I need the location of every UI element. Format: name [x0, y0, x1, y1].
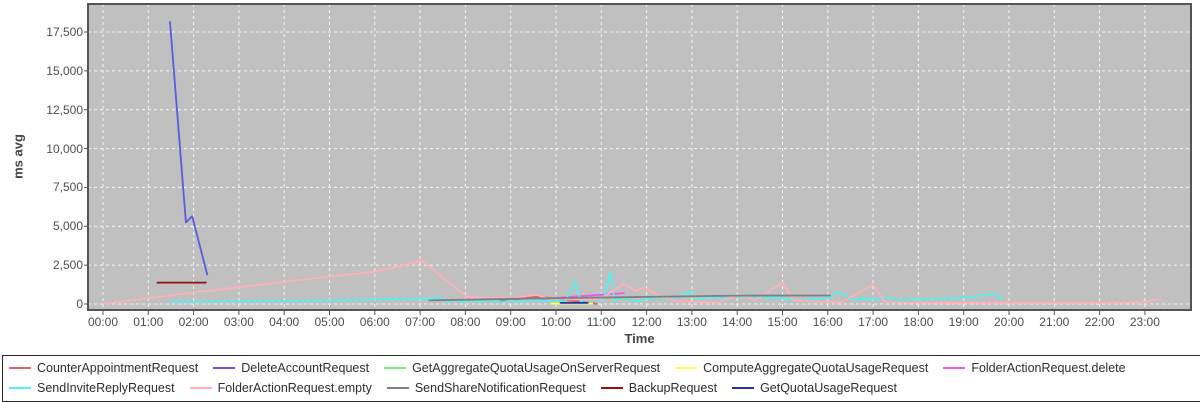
plot-canvas — [84, 3, 1192, 315]
legend-label: CounterAppointmentRequest — [37, 361, 199, 375]
series-line-FolderActionRequest.empty — [104, 259, 1162, 305]
chart-area: ms avg Time 0 2,500 5,000 7,500 10,000 12,500… — [11, 3, 1192, 346]
series-line-SendShareNotificationRequest — [428, 294, 831, 302]
legend-label: DeleteAccountRequest — [241, 361, 370, 375]
legend-label: SendInviteReplyRequest — [37, 381, 175, 395]
legend-item-SendShareNotificationRequest: SendShareNotificationRequest — [386, 381, 586, 395]
legend-label: SendShareNotificationRequest — [414, 381, 586, 395]
legend-swatch-icon — [9, 387, 31, 389]
legend-item-GetQuotaUsageRequest: GetQuotaUsageRequest — [732, 381, 897, 395]
legend-item-BackupRequest: BackupRequest — [600, 381, 718, 395]
legend-swatch-icon — [675, 367, 698, 369]
legend-item-CounterAppointmentRequest: CounterAppointmentRequest — [9, 361, 198, 375]
legend-swatch-icon — [9, 367, 31, 369]
legend-label: ComputeAggregateQuotaUsageRequest — [703, 361, 929, 375]
legend-label: GetAggregateQuotaUsageOnServerRequest — [412, 361, 661, 375]
plot-area — [88, 4, 1191, 310]
series-line-SendInviteReplyRequest — [169, 271, 1004, 304]
legend: CounterAppointmentRequest DeleteAccountRe… — [2, 355, 1200, 402]
legend-row: SendInviteReplyRequest FolderActionReques… — [9, 378, 1200, 398]
legend-label: FolderActionRequest.delete — [971, 361, 1126, 375]
legend-row: CounterAppointmentRequest DeleteAccountRe… — [9, 358, 1200, 378]
legend-label: GetQuotaUsageRequest — [760, 381, 897, 395]
legend-item-ComputeAggregateQuotaUsageRequest: ComputeAggregateQuotaUsageRequest — [675, 361, 928, 375]
legend-item-DeleteAccountRequest: DeleteAccountRequest — [213, 361, 369, 375]
legend-item-FolderActionRequest.delete: FolderActionRequest.delete — [943, 361, 1126, 375]
legend-item-GetAggregateQuotaUsageOnServerRequest: GetAggregateQuotaUsageOnServerRequest — [384, 361, 660, 375]
legend-swatch-icon — [386, 387, 409, 389]
legend-swatch-icon — [732, 387, 755, 389]
legend-item-SendInviteReplyRequest: SendInviteReplyRequest — [9, 381, 175, 395]
plot-border — [87, 3, 1192, 311]
legend-swatch-icon — [189, 387, 212, 389]
legend-item-FolderActionRequest.empty: FolderActionRequest.empty — [189, 381, 372, 395]
legend-label: BackupRequest — [628, 381, 718, 395]
legend-swatch-icon — [213, 367, 236, 369]
legend-label: FolderActionRequest.empty — [217, 381, 372, 395]
series-line-DeleteAccountRequest — [169, 20, 209, 276]
legend-swatch-icon — [600, 387, 623, 389]
legend-swatch-icon — [943, 367, 966, 369]
legend-swatch-icon — [384, 367, 407, 369]
